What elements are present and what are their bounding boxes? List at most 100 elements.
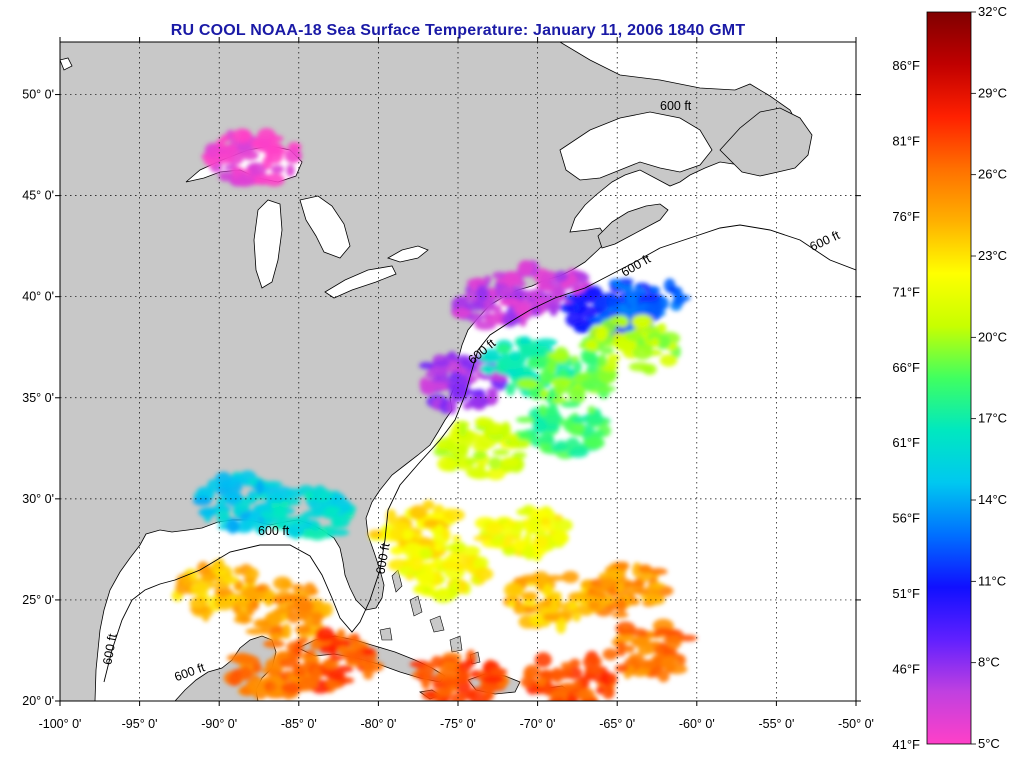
sst-pixel xyxy=(585,338,598,352)
sst-pixel xyxy=(272,506,288,519)
sst-pixel xyxy=(397,566,414,577)
sst-pixel xyxy=(436,668,458,682)
sst-pixel xyxy=(618,561,630,571)
sst-pixel xyxy=(609,315,629,325)
sst-pixel xyxy=(645,303,664,314)
sst-pixel xyxy=(520,676,535,688)
sst-pixel xyxy=(268,633,284,640)
colorbar-c-label: 17°C xyxy=(978,411,1007,426)
sst-pixel xyxy=(526,289,542,300)
sst-pixel xyxy=(560,662,573,669)
sst-pixel xyxy=(297,675,318,692)
sst-pixel xyxy=(304,491,313,502)
sst-pixel xyxy=(263,173,285,187)
sst-pixel xyxy=(472,450,487,460)
lake-michigan xyxy=(253,199,283,289)
colorbar-fahrenheit-labels: 86°F 81°F 76°F 71°F 66°F 61°F 56°F 51°F 46°F 41°F xyxy=(892,58,920,752)
sst-pixel xyxy=(517,260,534,276)
sst-pixel xyxy=(654,627,673,636)
sst-pixel xyxy=(600,347,614,355)
colorbar-f-label: 86°F xyxy=(892,58,920,73)
sst-pixel xyxy=(286,610,302,624)
sst-pixel xyxy=(618,302,629,317)
sst-pixel xyxy=(633,314,654,328)
sst-pixel xyxy=(261,619,271,635)
lake-erie xyxy=(324,265,397,299)
sst-pixel xyxy=(328,654,344,661)
sst-pixel xyxy=(417,536,433,547)
sst-pixel xyxy=(422,586,432,594)
sst-pixel xyxy=(633,285,643,299)
sst-pixel xyxy=(607,353,621,363)
sst-pixel xyxy=(492,449,510,456)
sst-pixel xyxy=(568,388,586,404)
sst-pixel xyxy=(268,682,278,692)
sst-pixel xyxy=(544,682,553,689)
sst-pixel xyxy=(565,305,576,313)
colorbar-c-label: 5°C xyxy=(978,736,1000,751)
sst-pixel xyxy=(421,379,436,394)
sst-pixel xyxy=(465,457,477,466)
sst-pixel xyxy=(452,308,472,319)
sst-pixel xyxy=(532,535,549,548)
sst-pixel xyxy=(478,416,487,428)
sst-pixel xyxy=(584,414,605,426)
colorbar-f-label: 51°F xyxy=(892,586,920,601)
sst-pixel xyxy=(649,286,661,294)
sst-pixel xyxy=(309,500,329,512)
x-tick-label: -60° 0' xyxy=(679,717,715,731)
sst-pixel xyxy=(560,401,581,408)
sst-pixel xyxy=(232,128,252,143)
sst-pixel xyxy=(232,168,242,178)
sst-pixel xyxy=(479,364,497,374)
x-tick-label: -55° 0' xyxy=(758,717,794,731)
sst-pixel xyxy=(347,634,357,642)
sst-pixel xyxy=(320,602,333,617)
sst-pixel xyxy=(252,661,262,674)
sst-pixel xyxy=(516,508,533,516)
y-tick-label: 35° 0' xyxy=(22,391,54,405)
sst-pixel xyxy=(523,533,533,544)
sst-pixel xyxy=(637,659,657,670)
sst-pixel xyxy=(547,404,559,416)
sst-pixel xyxy=(547,360,557,374)
map-axes: -100° 0' -95° 0' -90° 0' -85° 0' -80° 0' -75°… xyxy=(22,37,874,731)
sst-pixel xyxy=(231,474,241,482)
sst-pixel xyxy=(650,337,660,348)
sst-pixel xyxy=(577,687,595,701)
y-tick-label: 20° 0' xyxy=(22,694,54,708)
sst-pixel xyxy=(639,572,650,582)
sst-pixel xyxy=(625,290,635,305)
sst-pixel xyxy=(565,312,584,328)
colorbar-f-label: 76°F xyxy=(892,209,920,224)
sst-pixel xyxy=(462,545,481,557)
sst-pixel xyxy=(570,294,583,302)
sst-pixel xyxy=(421,673,431,690)
sst-pixel xyxy=(632,344,653,360)
sst-pixel xyxy=(584,285,603,299)
sst-pixel xyxy=(501,421,511,438)
colorbar-f-label: 81°F xyxy=(892,133,920,148)
sst-pixel xyxy=(628,362,651,372)
sst-pixel xyxy=(500,286,511,293)
sst-pixel xyxy=(547,351,567,359)
sst-pixel xyxy=(598,369,617,384)
sst-pixel xyxy=(426,690,436,699)
sst-pixel xyxy=(422,662,435,678)
sst-pixel xyxy=(550,287,565,301)
sst-pixel xyxy=(482,692,495,701)
sst-pixel xyxy=(292,663,303,678)
sst-pixel xyxy=(419,547,433,560)
colorbar-c-label: 23°C xyxy=(978,248,1007,263)
sst-pixel xyxy=(419,361,434,370)
sst-pixel xyxy=(216,495,227,510)
sst-pixel xyxy=(247,163,257,171)
sst-pixel xyxy=(597,353,607,368)
colorbar-f-label: 46°F xyxy=(892,662,920,677)
sst-pixel xyxy=(602,648,618,661)
sst-pixel xyxy=(584,436,605,450)
sst-pixel xyxy=(310,521,321,531)
sst-pixel xyxy=(584,666,604,675)
map-title: RU COOL NOAA-18 Sea Surface Temperature:… xyxy=(170,22,746,39)
